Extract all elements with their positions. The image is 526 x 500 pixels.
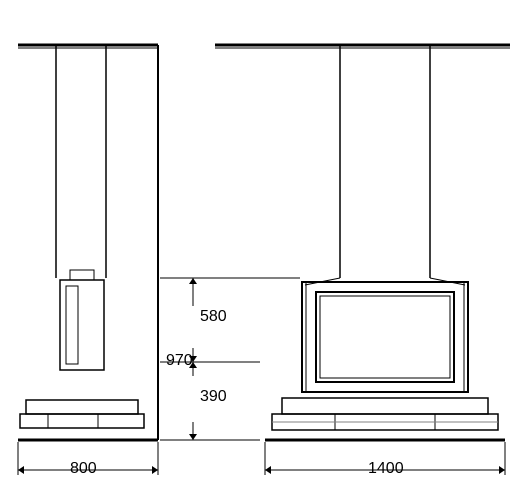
dim-h-total: 970 [166, 352, 193, 370]
dim-width-right: 1400 [368, 460, 404, 478]
technical-drawing [0, 0, 526, 500]
dim-width-left: 800 [70, 460, 97, 478]
dim-h-upper: 580 [200, 308, 227, 326]
dim-h-lower: 390 [200, 388, 227, 406]
